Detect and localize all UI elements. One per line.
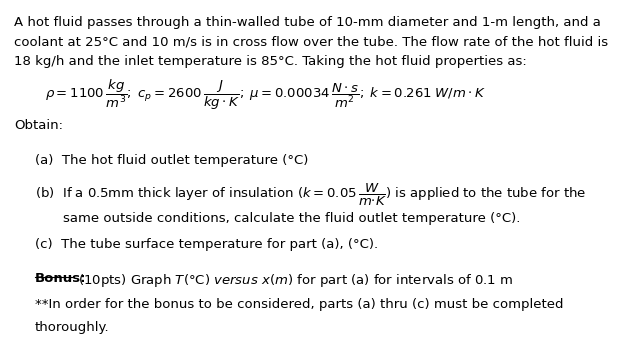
Text: (10pts) Graph $T$(°C) $\it{versus}$ $x$($m$) for part (a) for intervals of 0.1 m: (10pts) Graph $T$(°C) $\it{versus}$ $x$(… [74, 272, 513, 289]
Text: **In order for the bonus to be considered, parts (a) thru (c) must be completed: **In order for the bonus to be considere… [35, 297, 563, 311]
Text: Bonus:: Bonus: [35, 272, 86, 285]
Text: thoroughly.: thoroughly. [35, 321, 110, 334]
Text: (b)  If a 0.5mm thick layer of insulation ($k = 0.05\,\dfrac{W}{m{\cdot}K}$) is : (b) If a 0.5mm thick layer of insulation… [35, 182, 586, 208]
Text: $\rho = 1100\,\dfrac{kg}{m^3}$$;\;c_p = 2600\,\dfrac{J}{kg \cdot K}$$;\;\mu = 0.: $\rho = 1100\,\dfrac{kg}{m^3}$$;\;c_p = … [45, 78, 486, 112]
Text: coolant at 25°C and 10 m/s is in cross flow over the tube. The flow rate of the : coolant at 25°C and 10 m/s is in cross f… [15, 35, 608, 49]
Text: 18 kg/h and the inlet temperature is 85°C. Taking the hot fluid properties as:: 18 kg/h and the inlet temperature is 85°… [15, 55, 527, 68]
Text: same outside conditions, calculate the fluid outlet temperature (°C).: same outside conditions, calculate the f… [63, 212, 520, 225]
Text: (a)  The hot fluid outlet temperature (°C): (a) The hot fluid outlet temperature (°C… [35, 154, 308, 167]
Text: (c)  The tube surface temperature for part (a), (°C).: (c) The tube surface temperature for par… [35, 238, 378, 251]
Text: A hot fluid passes through a thin-walled tube of 10-mm diameter and 1-m length, : A hot fluid passes through a thin-walled… [15, 16, 601, 29]
Text: Obtain:: Obtain: [15, 119, 63, 132]
